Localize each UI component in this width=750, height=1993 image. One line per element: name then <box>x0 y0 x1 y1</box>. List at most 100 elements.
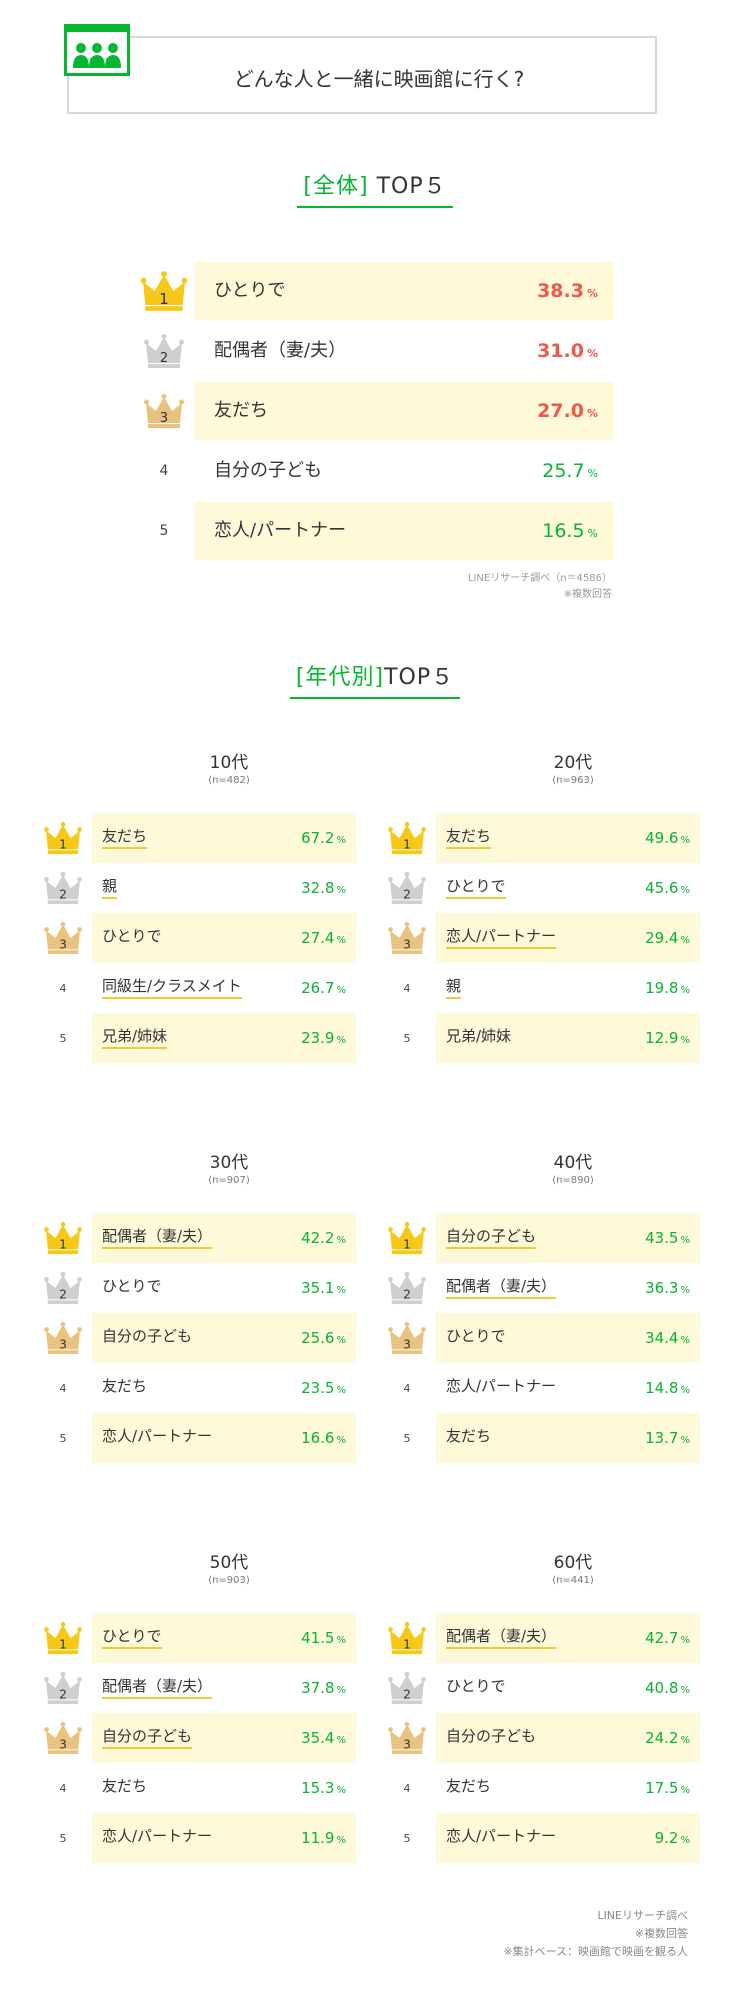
age-group-row-cell: 自分の子ども 25.6% <box>92 1313 356 1363</box>
row-label: 自分の子ども <box>446 1227 537 1249</box>
age-group-header: 20代 (n=963) <box>438 748 708 786</box>
age-group-row-cell: 友だち 17.5% <box>436 1763 700 1813</box>
age-group-row: 3 恋人/パートナー 29.4% <box>382 913 700 963</box>
row-value: 23.5% <box>301 1363 346 1413</box>
row-value: 34.4% <box>645 1313 690 1363</box>
rank-marker: 3 <box>382 1313 432 1363</box>
row-value: 26.7% <box>301 963 346 1013</box>
age-group-row-cell: 友だち 13.7% <box>436 1413 700 1463</box>
age-group-sample-size: (n=441) <box>552 1575 594 1586</box>
row-label: ひとりで <box>446 877 506 899</box>
age-group-header: 30代 (n=907) <box>94 1148 364 1186</box>
row-value: 23.9% <box>301 1013 346 1063</box>
value-unit: % <box>336 1285 346 1296</box>
value-unit: % <box>336 935 346 946</box>
age-group-row-cell: ひとりで 34.4% <box>436 1313 700 1363</box>
svg-text:2: 2 <box>59 1287 67 1301</box>
row-label: 友だち <box>102 1377 148 1395</box>
gold-crown-icon: 1 <box>140 270 188 312</box>
rank-marker: 1 <box>382 1213 432 1263</box>
value-number: 23.5 <box>301 1379 335 1397</box>
value-unit: % <box>680 885 690 896</box>
rank-marker: 4 <box>38 963 88 1013</box>
age-group-header: 10代 (n=482) <box>94 748 364 786</box>
silver-crown-icon: 2 <box>388 1271 426 1305</box>
rank-marker: 4 <box>38 1363 88 1413</box>
age-group-row: 3 自分の子ども 35.4% <box>38 1713 356 1763</box>
row-value: 27.4% <box>301 913 346 963</box>
value-number: 36.3 <box>645 1279 679 1297</box>
row-value: 35.4% <box>301 1713 346 1763</box>
age-group-row: 1 友だち 67.2% <box>38 813 356 863</box>
row-label: ひとりで <box>102 927 162 945</box>
silver-crown-icon: 2 <box>388 1671 426 1705</box>
svg-text:2: 2 <box>160 351 168 366</box>
value-number: 35.4 <box>301 1729 335 1747</box>
svg-text:3: 3 <box>403 1737 411 1751</box>
row-label: ひとりで <box>446 1677 506 1695</box>
svg-text:1: 1 <box>403 1637 411 1651</box>
value-unit: % <box>680 1235 690 1246</box>
row-value: 16.6% <box>301 1413 346 1463</box>
age-group-header: 50代 (n=903) <box>94 1548 364 1586</box>
svg-text:1: 1 <box>59 1637 67 1651</box>
overall-row-cell: 友だち 27.0% <box>194 382 614 440</box>
bronze-crown-icon: 3 <box>388 1321 426 1355</box>
value-unit: % <box>680 1435 690 1446</box>
row-value: 19.8% <box>645 963 690 1013</box>
age-group-row-cell: 親 19.8% <box>436 963 700 1013</box>
overall-row: 3 友だち 27.0% <box>134 382 614 440</box>
value-number: 42.7 <box>645 1629 679 1647</box>
row-label: 恋人/パートナー <box>446 1377 557 1395</box>
row-value: 38.3% <box>537 262 598 320</box>
age-group-row: 3 ひとりで 27.4% <box>38 913 356 963</box>
age-group-row: 2 ひとりで 45.6% <box>382 863 700 913</box>
svg-text:3: 3 <box>59 1737 67 1751</box>
bronze-crown-icon: 3 <box>44 921 82 955</box>
age-group-title: 10代 <box>209 753 249 773</box>
gold-crown-icon: 1 <box>388 821 426 855</box>
age-group-row-cell: 兄弟/姉妹 12.9% <box>436 1013 700 1063</box>
age-group-row: 1 配偶者（妻/夫） 42.7% <box>382 1613 700 1663</box>
bronze-crown-icon: 3 <box>44 1321 82 1355</box>
age-group-row: 5 友だち 13.7% <box>382 1413 700 1463</box>
rank-number: 5 <box>403 1431 411 1445</box>
value-number: 32.8 <box>301 879 335 897</box>
value-unit: % <box>336 985 346 996</box>
age-group-row-cell: 友だち 23.5% <box>92 1363 356 1413</box>
rank-marker: 1 <box>134 262 194 320</box>
row-value: 67.2% <box>301 813 346 863</box>
rank-number: 5 <box>159 523 169 539</box>
gold-crown-icon: 1 <box>44 821 82 855</box>
row-value: 29.4% <box>645 913 690 963</box>
row-label: 配偶者（妻/夫） <box>102 1677 213 1699</box>
rank-number: 5 <box>403 1031 411 1045</box>
age-group-row: 1 ひとりで 41.5% <box>38 1613 356 1663</box>
row-label: 自分の子ども <box>214 460 322 481</box>
bronze-crown-icon: 3 <box>388 921 426 955</box>
age-group-row: 1 自分の子ども 43.5% <box>382 1213 700 1263</box>
row-label: 自分の子ども <box>446 1727 537 1745</box>
value-unit: % <box>336 1835 346 1846</box>
row-value: 32.8% <box>301 863 346 913</box>
row-value: 35.1% <box>301 1263 346 1313</box>
value-unit: % <box>587 467 598 480</box>
row-label: 友だち <box>446 1427 492 1445</box>
value-number: 13.7 <box>645 1429 679 1447</box>
age-group-row-cell: 親 32.8% <box>92 863 356 913</box>
value-number: 27.4 <box>301 929 335 947</box>
row-value: 14.8% <box>645 1363 690 1413</box>
age-group-title: 60代 <box>553 1553 593 1573</box>
value-unit: % <box>336 1785 346 1796</box>
row-value: 11.9% <box>301 1813 346 1863</box>
row-value: 27.0% <box>537 382 598 440</box>
rank-marker: 2 <box>38 1263 88 1313</box>
age-group-row-cell: 友だち 67.2% <box>92 813 356 863</box>
age-group-row-cell: 恋人/パートナー 9.2% <box>436 1813 700 1863</box>
row-label: 親 <box>102 877 118 899</box>
footer-notes: LINEリサーチ調べ ※複数回答 ※集計ベース：映画館で映画を観る人 <box>503 1909 688 1958</box>
rank-number: 5 <box>403 1831 411 1845</box>
rank-marker: 5 <box>38 1813 88 1863</box>
age-group-row-cell: 兄弟/姉妹 23.9% <box>92 1013 356 1063</box>
row-label: ひとりで <box>446 1327 506 1345</box>
